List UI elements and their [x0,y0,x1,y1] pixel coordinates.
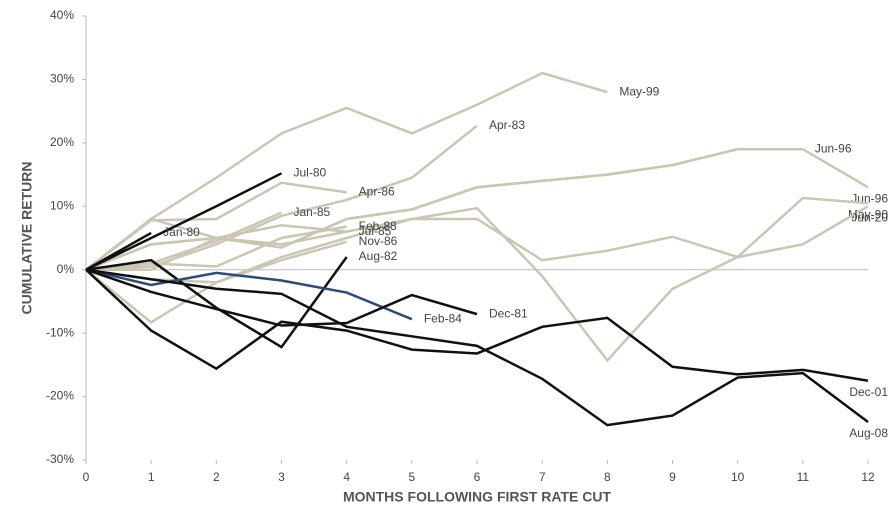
x-tick-label: 4 [343,470,350,484]
x-axis-title: MONTHS FOLLOWING FIRST RATE CUT [343,489,611,505]
x-tick-label: 11 [797,470,810,484]
y-tick-label: 40% [50,8,74,22]
series-line [85,181,347,271]
series-label: Feb-88 [359,219,397,233]
series-line [85,240,348,324]
series-line [85,71,608,271]
x-tick-label: 7 [539,470,546,484]
series-label: Dec-01 [849,385,888,399]
series-label: Jan-85 [294,205,331,219]
series-label: Jul-85 [359,224,392,238]
x-tick-label: 12 [861,470,875,484]
x-tick-label: 3 [278,470,285,484]
x-tick-label: 6 [474,470,481,484]
x-tick-label: 8 [604,470,611,484]
series-label: May-99 [619,84,659,98]
series-label: Nov-86 [359,234,398,248]
series-line [85,172,283,271]
series-line [85,124,478,271]
series-line [86,196,869,363]
y-tick-label: 10% [50,198,74,212]
series-label: Jul-80 [294,165,327,179]
series-label: Aug-82 [359,249,398,263]
y-tick-label: 30% [50,72,74,86]
x-tick-label: 10 [731,470,745,484]
y-tick-label: 20% [50,135,74,149]
x-tick-label: 9 [669,470,676,484]
x-tick-label: 5 [408,470,415,484]
series-line [85,268,869,382]
y-tick-label: 0% [57,262,75,276]
y-tick-label: -10% [46,325,74,339]
series-line [85,268,413,321]
series-line [85,217,347,271]
series-line [85,268,478,327]
x-tick-label: 0 [83,470,90,484]
series-label: Apr-86 [359,185,395,199]
series-label: Jan-80 [163,225,200,239]
x-tick-label: 1 [148,470,155,484]
series-label: Apr-83 [489,118,525,132]
series-label: Jun-96 [815,141,852,155]
y-tick-label: -20% [46,389,74,403]
y-axis-title: CUMULATIVE RETURN [19,162,35,315]
series-label: Aug-08 [849,426,888,440]
series-label: Feb-84 [424,311,462,325]
x-tick-label: 2 [213,470,220,484]
y-tick-label: -30% [46,452,74,466]
series-line [85,225,347,271]
series-label: Jun-20 [851,210,888,224]
series-line [85,268,869,427]
series-line [85,231,152,271]
series-label: Dec-81 [489,306,528,320]
